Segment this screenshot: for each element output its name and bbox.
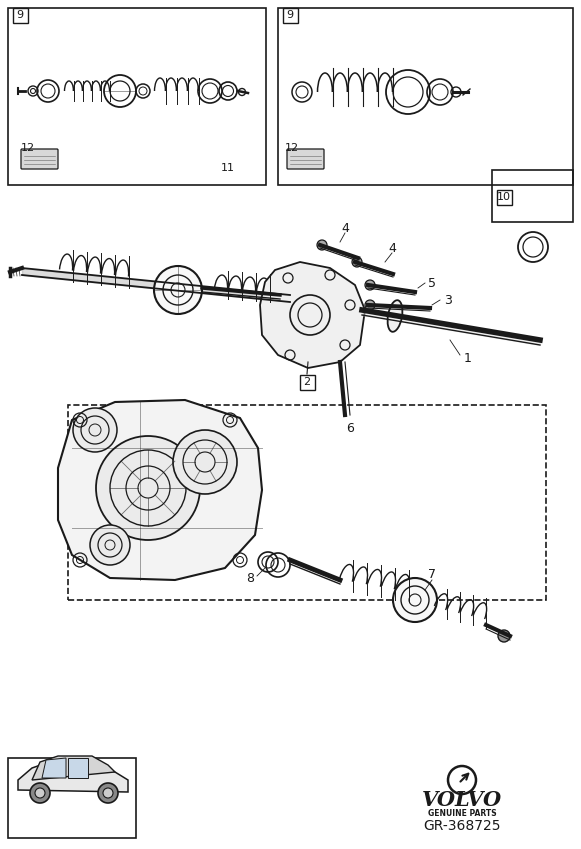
Text: 6: 6 (346, 421, 354, 435)
Circle shape (393, 578, 437, 622)
Circle shape (154, 266, 202, 314)
Bar (68, 405, 546, 600)
Circle shape (73, 408, 117, 452)
Text: 9: 9 (16, 10, 24, 20)
Text: 3: 3 (444, 294, 452, 306)
Circle shape (90, 525, 130, 565)
Ellipse shape (388, 301, 403, 332)
Bar (8, 8, 266, 185)
Text: 10: 10 (497, 192, 511, 202)
Text: 8: 8 (246, 571, 254, 584)
Circle shape (498, 630, 510, 642)
Circle shape (96, 436, 200, 540)
Bar (299, 374, 314, 390)
FancyBboxPatch shape (287, 149, 324, 169)
Text: 12: 12 (21, 143, 35, 153)
Circle shape (173, 430, 237, 494)
Text: 9: 9 (286, 10, 293, 20)
Bar (278, 8, 573, 185)
Polygon shape (260, 262, 365, 368)
Text: GR-368725: GR-368725 (423, 819, 501, 833)
Text: 5: 5 (428, 277, 436, 290)
Text: 4: 4 (388, 241, 396, 255)
Circle shape (35, 788, 45, 798)
Circle shape (30, 783, 50, 803)
Circle shape (352, 257, 362, 267)
Polygon shape (32, 756, 115, 780)
Bar (497, 189, 511, 205)
Bar (13, 8, 27, 23)
Text: 7: 7 (428, 569, 436, 582)
Text: 12: 12 (285, 143, 299, 153)
Text: VOLVO: VOLVO (422, 790, 502, 810)
FancyBboxPatch shape (21, 149, 58, 169)
Bar (282, 8, 297, 23)
Text: 11: 11 (221, 163, 235, 173)
Polygon shape (68, 758, 88, 778)
Circle shape (103, 788, 113, 798)
Circle shape (98, 783, 118, 803)
Circle shape (365, 280, 375, 290)
Circle shape (365, 300, 375, 310)
Bar (492, 170, 573, 222)
Text: 4: 4 (341, 222, 349, 234)
Text: 1: 1 (464, 351, 472, 364)
Polygon shape (58, 400, 262, 580)
Bar (8, 758, 136, 838)
Polygon shape (42, 758, 66, 778)
Text: GENUINE PARTS: GENUINE PARTS (428, 808, 496, 818)
Circle shape (317, 240, 327, 250)
Text: 2: 2 (303, 377, 311, 387)
Polygon shape (18, 760, 128, 792)
